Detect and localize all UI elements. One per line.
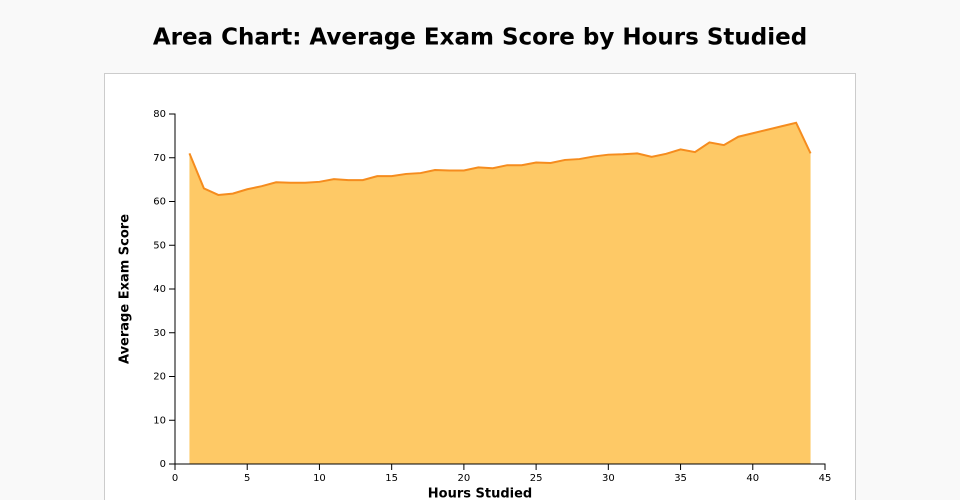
x-tick-label: 10: [313, 473, 326, 484]
y-tick-label: 60: [153, 197, 166, 208]
x-tick-label: 30: [602, 473, 615, 484]
x-tick-label: 0: [172, 473, 178, 484]
x-tick-label: 15: [385, 473, 398, 484]
x-axis-label: Hours Studied: [428, 487, 532, 500]
y-tick-label: 50: [153, 240, 166, 251]
y-tick-label: 40: [153, 284, 166, 295]
y-tick-label: 70: [153, 153, 166, 164]
y-tick-label: 80: [153, 109, 166, 120]
chart-title: Area Chart: Average Exam Score by Hours …: [153, 25, 807, 51]
y-axis-label: Average Exam Score: [118, 214, 133, 364]
x-tick-label: 35: [674, 473, 687, 484]
x-tick-label: 5: [244, 473, 250, 484]
y-tick-label: 30: [153, 328, 166, 339]
x-tick-label: 25: [530, 473, 543, 484]
x-tick-label: 20: [458, 473, 471, 484]
y-tick-label: 20: [153, 372, 166, 383]
y-tick-label: 0: [160, 459, 166, 470]
x-tick-label: 40: [746, 473, 759, 484]
line: [188, 121, 812, 196]
x-tick-label: 45: [819, 473, 832, 484]
area: [189, 122, 811, 464]
y-tick-label: 10: [153, 415, 166, 426]
